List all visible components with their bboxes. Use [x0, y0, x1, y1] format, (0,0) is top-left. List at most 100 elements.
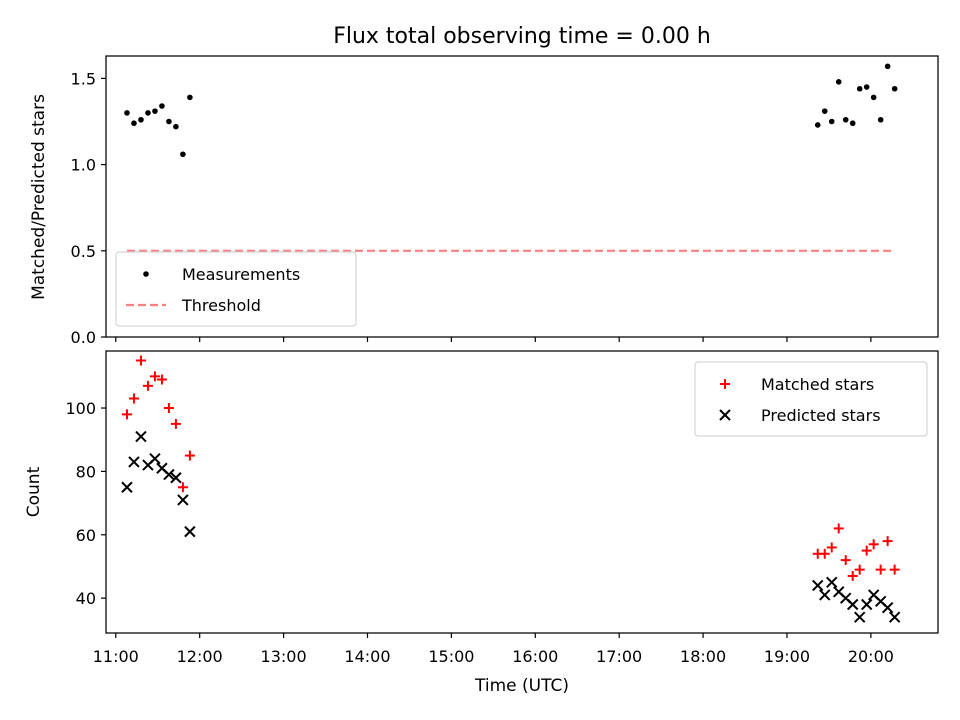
legend-frame	[115, 251, 357, 327]
counts-legend: Matched stars Predicted stars	[694, 361, 928, 437]
measurement-point	[828, 118, 835, 125]
legend-label: Threshold	[181, 296, 261, 315]
matched-stars-point	[170, 418, 181, 429]
panel-counts: 40 60 80 100 11:00 12:00 13:00 14:00 15:00 16:00…	[24, 350, 939, 696]
predicted-stars-point	[163, 468, 175, 481]
counts-x-ticks: 11:00 12:00 13:00 14:00 15:00 16:00 17:00 18:00…	[93, 633, 894, 666]
legend-dot-icon	[143, 271, 149, 277]
matched-stars-point	[889, 564, 900, 575]
legend-entry: Predicted stars	[719, 406, 881, 425]
legend-frame	[694, 361, 928, 437]
counts-marks	[121, 355, 901, 623]
predicted-stars-point	[149, 453, 161, 465]
predicted-stars-point	[128, 456, 140, 468]
x-tick-label: 13:00	[261, 647, 307, 666]
ratio-x-ticks	[115, 337, 872, 342]
predicted-stars-point	[812, 579, 824, 592]
ratio-legend: Measurements Threshold	[115, 251, 357, 327]
measurement-point	[821, 108, 828, 114]
measurement-point	[152, 108, 158, 114]
measurement-point	[131, 120, 137, 127]
x-tick-label: 18:00	[680, 647, 726, 666]
measurement-point	[863, 84, 870, 90]
matched-stars-point	[149, 371, 160, 382]
legend-entry: Matched stars	[720, 375, 874, 394]
matched-stars-point	[826, 542, 837, 553]
matched-stars-point	[861, 545, 872, 556]
ratio-y-ticks: 0.0 0.5 1.0 1.5	[71, 69, 106, 347]
measurement-point	[124, 110, 130, 116]
y-tick-label: 80	[76, 462, 96, 481]
matched-stars-point	[819, 548, 830, 559]
y-tick-label: 0.0	[71, 328, 96, 347]
legend-label: Measurements	[182, 265, 300, 284]
x-tick-label: 17:00	[596, 647, 642, 666]
measurement-point	[166, 118, 172, 125]
measurement-point	[870, 94, 877, 101]
matched-stars-point	[121, 409, 132, 420]
predicted-stars-point	[860, 598, 873, 611]
chart-title: Flux total observing time = 0.00 h	[333, 24, 711, 49]
legend-entry: Threshold	[126, 296, 261, 315]
ratio-y-axis-label: Matched/Predicted stars	[29, 94, 49, 300]
counts-x-axis-label: Time (UTC)	[474, 676, 569, 696]
matched-stars-point	[847, 570, 858, 581]
y-tick-label: 1.5	[71, 69, 96, 88]
measurement-point	[159, 103, 165, 109]
ratio-axes-frame	[105, 55, 939, 338]
panel-ratio: 0.0 0.5 1.0 1.5 Matched/Predicted stars Mea…	[29, 55, 939, 347]
measurement-point	[842, 116, 849, 123]
x-tick-label: 16:00	[512, 647, 558, 666]
predicted-stars-point	[826, 576, 838, 589]
x-tick-label: 15:00	[428, 647, 474, 666]
matched-stars-point	[128, 393, 139, 404]
measurement-point	[173, 123, 179, 130]
measurement-point	[145, 110, 151, 116]
matched-stars-point	[868, 539, 879, 550]
matched-stars-point	[135, 355, 146, 366]
predicted-stars-point	[846, 598, 859, 611]
measurement-point	[187, 94, 193, 101]
legend-entry: Measurements	[143, 265, 300, 284]
x-tick-label: 20:00	[848, 647, 894, 666]
predicted-stars-point	[177, 494, 189, 506]
predicted-stars-point	[184, 525, 196, 538]
matched-stars-point	[163, 403, 174, 414]
matched-stars-point	[875, 564, 886, 575]
ratio-marks	[124, 63, 898, 252]
measurement-point	[891, 85, 898, 92]
counts-y-axis-label: Count	[24, 466, 44, 517]
y-tick-label: 60	[76, 526, 96, 545]
counts-y-ticks: 40 60 80 100	[65, 399, 106, 608]
matched-stars-point	[833, 523, 844, 534]
predicted-stars-point	[170, 472, 182, 484]
y-tick-label: 100	[65, 399, 96, 418]
measurement-point	[835, 79, 842, 85]
measurement-point	[849, 120, 856, 127]
matched-stars-point	[156, 374, 167, 385]
predicted-stars-point	[819, 589, 831, 601]
matched-stars-point	[854, 564, 865, 575]
x-tick-label: 12:00	[177, 647, 223, 666]
measurement-point	[856, 85, 863, 92]
legend-x-icon	[719, 409, 731, 421]
legend-label: Matched stars	[761, 375, 874, 394]
measurement-point	[180, 151, 186, 158]
predicted-stars-point	[121, 481, 133, 493]
matched-stars-point	[184, 450, 195, 461]
y-tick-label: 0.5	[71, 242, 96, 261]
predicted-stars-point	[853, 611, 866, 623]
legend-plus-icon	[720, 379, 730, 389]
x-tick-label: 14:00	[344, 647, 390, 666]
y-tick-label: 40	[76, 589, 96, 608]
measurement-point	[877, 116, 884, 123]
y-tick-label: 1.0	[71, 156, 96, 175]
matched-stars-point	[177, 482, 188, 493]
measurement-point	[138, 116, 144, 123]
matched-stars-point	[142, 380, 153, 391]
matched-stars-point	[882, 536, 893, 547]
measurement-point	[884, 63, 891, 70]
counts-axes-frame	[105, 350, 939, 634]
predicted-stars-point	[888, 611, 901, 623]
